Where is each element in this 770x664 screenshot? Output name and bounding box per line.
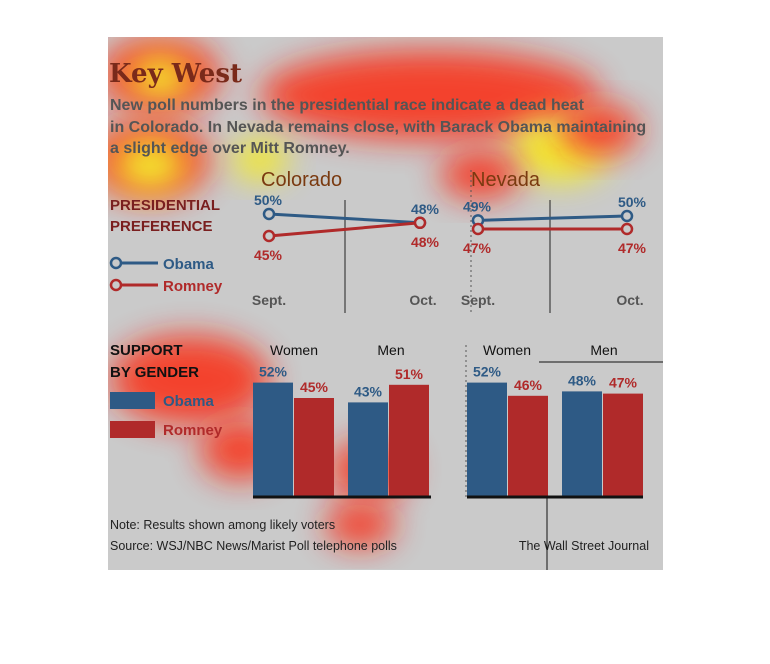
bar-legend-romney-label: Romney (163, 422, 223, 439)
legend-romney-marker (109, 278, 123, 292)
heat-blob-2 (260, 50, 600, 140)
bar-men-obama (348, 402, 388, 497)
preference-label-line-1: PRESIDENTIAL (110, 197, 220, 214)
bar-women-obama (253, 382, 293, 497)
bar-men-obama (562, 391, 602, 497)
nevada-bar-chart: Women 52% 46% Men 48% 47% (467, 342, 643, 499)
x-tick-label-0: Sept. (461, 292, 495, 308)
heat-blob-7 (440, 151, 520, 199)
line-chart-title: Nevada (471, 169, 541, 191)
series-line-obama (268, 212, 421, 225)
bar-legend-obama-label: Obama (163, 393, 215, 410)
point-obama-0 (262, 207, 276, 221)
x-tick-label-1: Oct. (409, 292, 436, 308)
bar-category-label-men: Men (377, 342, 404, 358)
data-label-romney-0: 47% (463, 240, 492, 256)
data-label-romney-0: 45% (254, 247, 283, 263)
point-obama-1 (620, 209, 634, 223)
legend-obama-label: Obama (163, 256, 215, 273)
bar-label-men-romney: 47% (609, 375, 638, 391)
data-label-obama-1: 50% (618, 194, 647, 210)
legend-obama-bar-swatch (110, 392, 155, 409)
data-label-obama-1: 48% (411, 201, 440, 217)
heat-blob-1 (130, 56, 190, 100)
bar-women-obama (467, 382, 507, 497)
subtitle-line-3: a slight edge over Mitt Romney. (110, 140, 350, 157)
bar-category-label-women: Women (270, 342, 318, 358)
line-chart-title: Colorado (261, 169, 342, 191)
heat-blob-12 (560, 105, 640, 155)
bar-category-label-women: Women (483, 342, 531, 358)
heat-blob-6 (232, 140, 288, 180)
bar-label-women-romney: 46% (514, 377, 543, 393)
bar-women-romney (508, 395, 548, 497)
x-tick-label-0: Sept. (252, 292, 286, 308)
bar-men-romney (603, 393, 643, 497)
point-romney-0 (262, 229, 276, 243)
page-title: Key West (109, 59, 242, 89)
bar-label-women-romney: 45% (300, 379, 329, 395)
bar-label-men-obama: 43% (354, 383, 383, 399)
legend-obama-marker (109, 256, 123, 270)
point-romney-1 (413, 216, 427, 230)
legend-romney-bar-swatch (110, 421, 155, 438)
bar-label-men-obama: 48% (568, 372, 597, 388)
nevada-line-chart: Nevada 49% 50% 47% 47% Sept. Oct. (461, 169, 647, 313)
bar-label-men-romney: 51% (395, 366, 424, 382)
colorado-bar-chart: Women 52% 45% Men 43% 51% (253, 342, 431, 499)
footer-note: Note: Results shown among likely voters (110, 518, 335, 532)
bar-women-romney (294, 398, 334, 497)
point-romney-1 (620, 222, 634, 236)
bar-men-romney (389, 384, 429, 497)
footer-credit: The Wall Street Journal (519, 539, 649, 553)
heat-blob-5 (114, 139, 186, 191)
data-label-obama-0: 49% (463, 198, 492, 214)
data-label-romney-1: 47% (618, 240, 647, 256)
x-tick-label-1: Oct. (616, 292, 643, 308)
data-label-romney-1: 48% (411, 234, 440, 250)
data-label-obama-0: 50% (254, 192, 283, 208)
bar-label-women-obama: 52% (473, 364, 502, 380)
bar-label-women-obama: 52% (259, 364, 288, 380)
bar-legend: Obama Romney (110, 392, 223, 439)
series-line-obama (477, 214, 628, 222)
bar-category-label-men: Men (590, 342, 617, 358)
gender-label-line-1: SUPPORT (110, 342, 183, 359)
heat-blob-11 (325, 503, 395, 547)
subtitle-line-1: New poll numbers in the presidential rac… (110, 97, 585, 114)
legend-romney-label: Romney (163, 278, 223, 295)
line-legend: Obama Romney (109, 256, 223, 295)
point-romney-0 (471, 222, 485, 236)
footer-source: Source: WSJ/NBC News/Marist Poll telepho… (110, 539, 397, 553)
series-line-romney (268, 221, 421, 238)
subtitle-line-2: in Colorado. In Nevada remains close, wi… (110, 119, 646, 136)
gender-label-line-2: BY GENDER (110, 364, 199, 381)
preference-label-line-2: PREFERENCE (110, 218, 213, 235)
crosshair-overlay (539, 361, 663, 570)
